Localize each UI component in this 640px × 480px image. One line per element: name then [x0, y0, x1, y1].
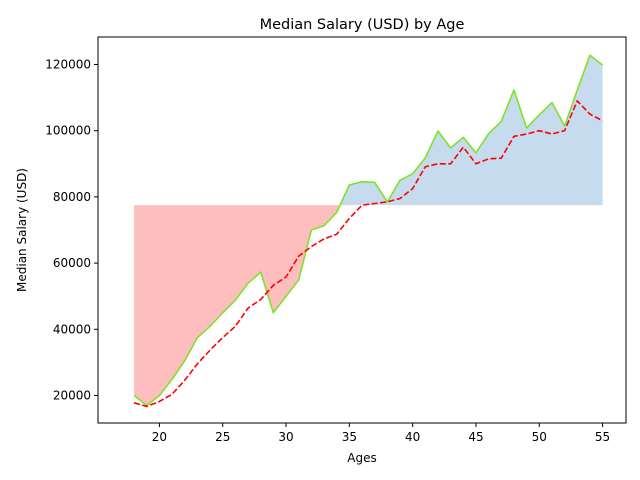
x-axis-ticks: 20 25 30 35 40 45 50 55 [152, 423, 610, 444]
y-tick-label: 40000 [53, 322, 91, 336]
fill-below-reference [134, 205, 603, 406]
chart-title: Median Salary (USD) by Age [260, 17, 465, 33]
x-tick-label: 30 [278, 430, 293, 444]
series-lines [133, 54, 604, 408]
series-line-2 [133, 100, 603, 408]
y-tick-label: 100000 [45, 124, 91, 138]
x-tick-label: 50 [532, 430, 547, 444]
y-tick-label: 60000 [53, 256, 91, 270]
series-line-1 [133, 54, 604, 407]
x-tick-label: 55 [595, 430, 610, 444]
x-tick-label: 45 [468, 430, 483, 444]
y-tick-label: 20000 [53, 389, 91, 403]
x-axis-title: Ages [347, 451, 376, 465]
y-tick-label: 120000 [45, 57, 91, 71]
fill-areas [134, 55, 603, 406]
x-tick-label: 35 [342, 430, 357, 444]
x-tick-label: 20 [152, 430, 167, 444]
x-tick-label: 40 [405, 430, 420, 444]
x-tick-label: 25 [215, 430, 230, 444]
y-axis-title: Median Salary (USD) [15, 168, 29, 292]
y-axis-ticks: 20000 40000 60000 80000 100000 120000 [45, 57, 98, 403]
fill-above-reference [340, 55, 603, 206]
plot-frame [97, 36, 627, 424]
y-tick-label: 80000 [53, 190, 91, 204]
